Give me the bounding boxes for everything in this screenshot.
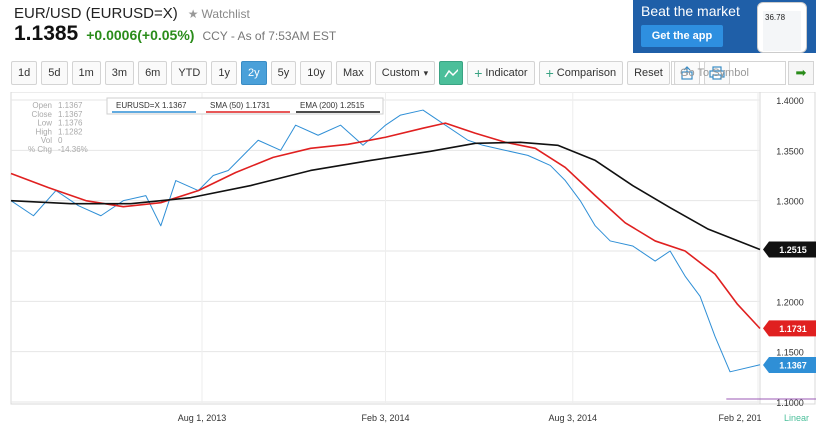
ohlc-label: Low [37, 119, 52, 128]
range-ytd[interactable]: YTD [171, 61, 208, 85]
share-icon [681, 66, 693, 80]
y-tick-label: 1.1500 [776, 348, 804, 358]
ohlc-value: 1.1282 [58, 127, 83, 136]
range-5y[interactable]: 5y [270, 61, 297, 85]
print-icon [709, 66, 725, 80]
phone-screen: 36.78 [763, 11, 801, 51]
ohlc-value: 1.1367 [58, 110, 83, 119]
phone-icon: 36.78 [757, 2, 807, 53]
legend-label: EURUSD=X 1.1367 [116, 101, 187, 110]
series-line-sma-50- [10, 122, 761, 330]
indicator-label: Indicator [485, 67, 528, 79]
ohlc-label: Close [32, 110, 53, 119]
print-button[interactable] [703, 61, 730, 85]
chart-toolbar: 1d 5d 1m 3m 6m YTD 1y 2y 5y 10y Max Cust… [11, 61, 730, 85]
series-line-ema-200- [10, 141, 761, 251]
reset-button[interactable]: Reset [627, 61, 670, 85]
scale-label[interactable]: Linear [784, 413, 809, 423]
comparison-button[interactable]: + Comparison [538, 61, 624, 85]
legend-box [106, 97, 384, 115]
comparison-label: Comparison [556, 67, 617, 79]
x-tick-label: Feb 2, 201 [718, 413, 761, 423]
range-max[interactable]: Max [335, 61, 371, 85]
app-ad-banner[interactable]: Beat the market Get the app 36.78 [633, 0, 816, 53]
x-tick-label: Aug 1, 2013 [178, 413, 227, 423]
price-chart[interactable]: 1.40001.35001.30001.25001.20001.15001.10… [0, 91, 816, 433]
plus-icon: + [545, 65, 554, 81]
price-badge-label: 1.2515 [779, 245, 807, 255]
price-row: 1.1385 +0.0006(+0.05%) CCY - As of 7:53A… [14, 22, 336, 46]
price-badge [763, 357, 816, 374]
ohlc-value: -14.36% [58, 145, 88, 154]
range-10y[interactable]: 10y [300, 61, 332, 85]
symbol-title: EUR/USD (EURUSD=X) [14, 5, 178, 22]
line-chart-icon [444, 68, 459, 78]
chart-type-button[interactable] [439, 61, 464, 85]
watchlist-button[interactable]: ★ Watchlist [188, 7, 250, 21]
y-tick-label: 1.4000 [776, 96, 804, 106]
ohlc-label: Vol [41, 136, 52, 145]
range-1y[interactable]: 1y [211, 61, 237, 85]
range-2y[interactable]: 2y [240, 61, 267, 85]
watchlist-label: Watchlist [201, 6, 250, 21]
ohlc-label: Open [32, 101, 52, 110]
ad-title: Beat the market [641, 3, 740, 19]
y-tick-label: 1.2000 [776, 297, 804, 307]
plus-icon: + [474, 65, 483, 81]
range-6m[interactable]: 6m [138, 61, 168, 85]
x-tick-label: Feb 3, 2014 [361, 413, 409, 423]
y-tick-label: 1.3000 [776, 197, 804, 207]
go-button[interactable]: ➡ [788, 61, 814, 85]
range-5d[interactable]: 5d [41, 61, 68, 85]
y-tick-label: 1.3500 [776, 146, 804, 156]
quote-meta: CCY - As of 7:53AM EST [202, 29, 337, 43]
title-row: EUR/USD (EURUSD=X) ★ Watchlist [14, 5, 250, 22]
range-1m[interactable]: 1m [71, 61, 101, 85]
arrow-right-icon: ➡ [795, 65, 807, 80]
legend-label: SMA (50) 1.1731 [210, 101, 271, 110]
y-tick-label: 1.1000 [776, 398, 804, 408]
custom-dropdown[interactable]: Custom ▾ [374, 61, 436, 85]
indicator-button[interactable]: + Indicator [467, 61, 535, 85]
ohlc-label: High [36, 127, 52, 136]
chevron-down-icon: ▾ [423, 67, 429, 78]
last-price: 1.1385 [14, 22, 79, 45]
legend-label: EMA (200) 1.2515 [300, 101, 365, 110]
star-icon: ★ [187, 6, 199, 21]
price-badge-label: 1.1731 [779, 324, 807, 334]
ohlc-value: 1.1376 [58, 119, 83, 128]
price-change: +0.0006(+0.05%) [86, 27, 195, 43]
get-app-button[interactable]: Get the app [641, 25, 723, 47]
chart-svg[interactable]: 1.40001.35001.30001.25001.20001.15001.10… [0, 91, 816, 433]
symbol-search-input[interactable]: Go To Symbol [671, 61, 786, 85]
ohlc-value: 1.1367 [58, 101, 83, 110]
custom-label: Custom [381, 67, 420, 79]
ohlc-value: 0 [58, 136, 63, 145]
range-3m[interactable]: 3m [104, 61, 135, 85]
price-badge [763, 320, 816, 337]
series-line-eurusd-x [10, 109, 761, 373]
ohlc-label: % Chg [28, 145, 52, 154]
price-badge [763, 241, 816, 258]
range-1d[interactable]: 1d [11, 61, 38, 85]
price-badge-label: 1.1367 [779, 361, 807, 371]
x-tick-label: Aug 3, 2014 [548, 413, 597, 423]
